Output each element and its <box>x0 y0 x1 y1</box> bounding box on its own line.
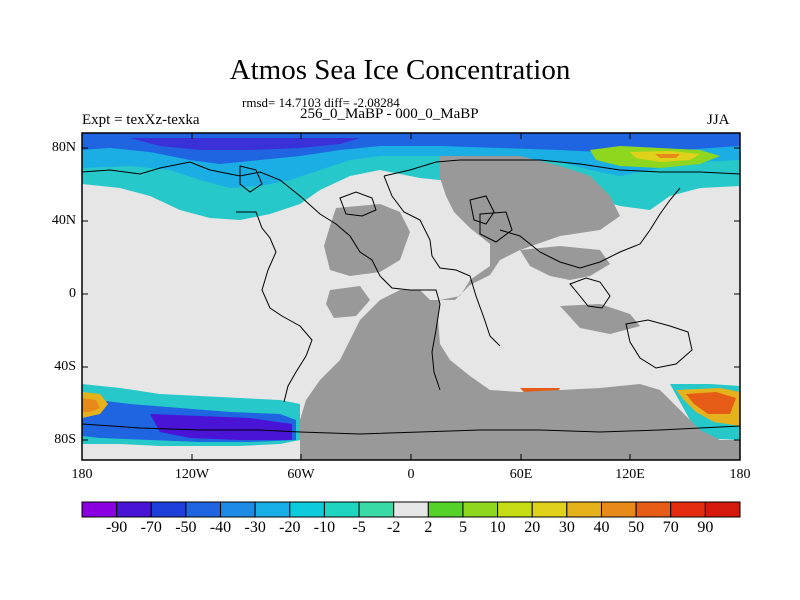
colorbar-label: 40 <box>593 519 610 536</box>
subtitle: 256_0_MaBP - 000_0_MaBP <box>300 106 479 122</box>
colorbar-label: 90 <box>697 519 714 536</box>
colorbar-label: -2 <box>387 519 401 536</box>
colorbar-box <box>185 501 222 518</box>
colorbar-box <box>427 501 464 518</box>
colorbar-label: 30 <box>558 519 575 536</box>
colorbar-box <box>358 501 395 518</box>
colorbar-label: -70 <box>140 519 162 536</box>
colorbar-box <box>462 501 499 518</box>
colorbar-label: 10 <box>489 519 506 536</box>
page-title: Atmos Sea Ice Concentration <box>229 54 571 86</box>
colorbar-box <box>531 501 568 518</box>
colorbar-box <box>116 501 152 518</box>
colorbar-label: -30 <box>244 519 266 536</box>
colorbar-box <box>670 501 706 518</box>
lat-tick-label: 40S <box>54 359 76 374</box>
colorbar-box <box>220 501 256 518</box>
colorbar-box <box>254 501 291 518</box>
colorbar-label: 2 <box>424 519 433 536</box>
lat-tick-label: 80S <box>54 432 76 447</box>
lon-tick-label: 60E <box>509 467 533 482</box>
colorbar-label: -50 <box>175 519 197 536</box>
colorbar-box <box>81 501 118 518</box>
lon-tick-label: 0 <box>407 467 415 482</box>
colorbar-label: -20 <box>279 519 301 536</box>
colorbar-box <box>289 501 325 518</box>
colorbar-box <box>566 501 602 518</box>
colorbar-box <box>704 501 741 518</box>
season-label: JJA <box>707 112 730 128</box>
lon-tick-label: 60W <box>287 467 315 482</box>
colorbar-label: -40 <box>209 519 232 536</box>
lat-tick-label: 80N <box>51 140 76 155</box>
tick-marks <box>81 133 741 460</box>
colorbar-label: -5 <box>352 519 366 536</box>
colorbar-box <box>600 501 637 518</box>
colorbar-box <box>150 501 187 518</box>
lat-tick-label: 40N <box>51 213 76 228</box>
colorbar-box <box>323 501 360 518</box>
colorbar-box <box>393 501 429 518</box>
colorbar-label: 20 <box>524 519 541 536</box>
lon-tick-label: 180 <box>729 467 751 482</box>
lon-tick-label: 120E <box>615 467 645 482</box>
land-mask <box>300 156 740 460</box>
colorbar-label: 50 <box>628 519 645 536</box>
colorbar-label: 70 <box>662 519 679 536</box>
lon-tick-label: 120W <box>174 467 210 482</box>
coastlines <box>81 159 741 435</box>
colorbar-box <box>497 501 533 518</box>
colorbar-label: -10 <box>313 519 336 536</box>
lat-tick-label: 0 <box>69 286 76 301</box>
colorbar-box <box>635 501 672 518</box>
stats-line: rmsd= 14.7103 diff= -2.08284 <box>242 95 400 110</box>
lon-tick-label: 180 <box>71 467 93 482</box>
colorbar-label: -90 <box>105 519 128 536</box>
colorbar-label: 5 <box>458 519 467 536</box>
experiment-label: Expt = texXz-texka <box>82 112 200 128</box>
